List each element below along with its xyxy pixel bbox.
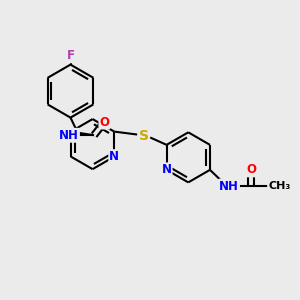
Text: O: O: [99, 116, 110, 128]
Text: S: S: [139, 129, 149, 143]
Text: N: N: [162, 164, 172, 176]
Text: O: O: [246, 164, 256, 176]
Text: N: N: [109, 150, 119, 163]
Text: CH₃: CH₃: [268, 181, 290, 191]
Text: NH: NH: [219, 180, 239, 193]
Text: F: F: [67, 49, 74, 62]
Text: NH: NH: [59, 129, 79, 142]
